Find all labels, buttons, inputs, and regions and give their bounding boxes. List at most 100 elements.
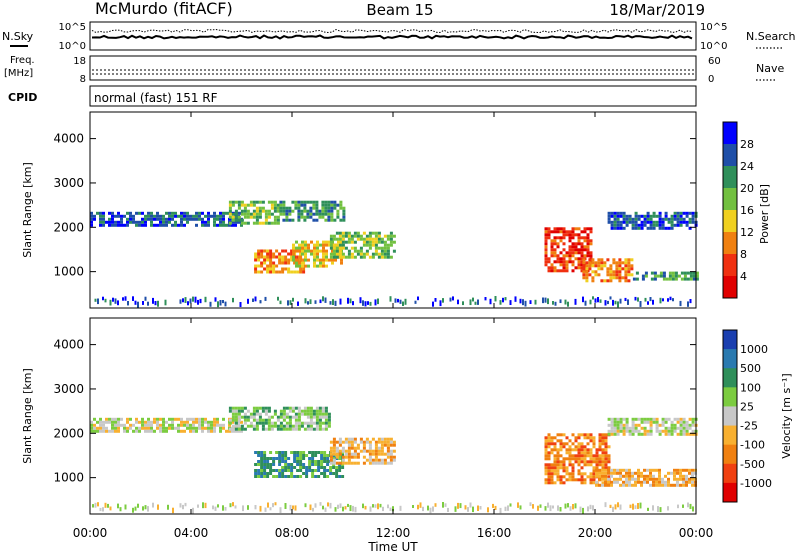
- heatmap-cell: [344, 231, 348, 235]
- heatmap-cell: [679, 477, 682, 481]
- heatmap-cell: [689, 277, 693, 281]
- heatmap-cell: [287, 457, 291, 460]
- heatmap-cell: [683, 271, 687, 275]
- heatmap-cell: [553, 442, 557, 446]
- heatmap-cell: [332, 249, 336, 253]
- heatmap-cell: [207, 426, 210, 430]
- heatmap-cell: [132, 423, 135, 427]
- cpid-program: normal (fast) 151 RF: [94, 91, 218, 105]
- heatmap-cell: [309, 415, 313, 419]
- heatmap-cell: [302, 463, 306, 466]
- heatmap-cell: [304, 246, 307, 250]
- heatmap-cell: [278, 469, 282, 472]
- heatmap-cell: [577, 454, 581, 458]
- heatmap-cell: [216, 420, 219, 424]
- heatmap-cell: [625, 429, 629, 433]
- heatmap-cell: [664, 426, 668, 430]
- heatmap-cell: [556, 472, 560, 476]
- heatmap-cell: [377, 449, 381, 453]
- heatmap-cell: [628, 477, 631, 481]
- heatmap-cell: [254, 469, 258, 472]
- heatmap-cell: [315, 203, 319, 207]
- heatmap-cell: [94, 502, 97, 508]
- heatmap-cell: [204, 502, 207, 509]
- power-colorbar-label: Power [dB]: [758, 184, 771, 244]
- heatmap-cell: [547, 472, 551, 476]
- heatmap-cell: [613, 214, 617, 218]
- heatmap-cell: [165, 426, 168, 430]
- heatmap-cell: [297, 406, 301, 410]
- heatmap-cell: [559, 448, 563, 452]
- heatmap-cell: [691, 211, 695, 215]
- heatmap-cell: [655, 483, 658, 487]
- colorbar-swatch: [723, 166, 737, 189]
- heatmap-cell: [243, 418, 247, 422]
- heatmap-cell: [625, 217, 629, 221]
- heatmap-cell: [616, 429, 620, 433]
- heatmap-cell: [397, 298, 399, 303]
- heatmap-cell: [562, 433, 566, 437]
- heatmap-cell: [242, 505, 244, 512]
- heatmap-cell: [604, 436, 608, 440]
- heatmap-cell: [298, 261, 301, 265]
- heatmap-cell: [679, 423, 683, 427]
- heatmap-cell: [547, 451, 551, 455]
- heatmap-cell: [322, 246, 325, 250]
- heatmap-cell: [619, 298, 622, 304]
- heatmap-cell: [201, 417, 204, 421]
- heatmap-cell: [189, 426, 192, 430]
- heatmap-cell: [686, 277, 690, 281]
- heatmap-cell: [547, 233, 551, 237]
- heatmap-cell: [237, 420, 240, 424]
- heatmap-cell: [111, 417, 114, 421]
- heatmap-cell: [356, 237, 360, 241]
- heatmap-cell: [374, 252, 378, 256]
- heatmap-cell: [311, 463, 315, 466]
- heatmap-cell: [222, 223, 225, 227]
- heatmap-cell: [389, 440, 393, 444]
- heatmap-cell: [329, 469, 333, 472]
- heatmap-cell: [550, 266, 554, 270]
- heatmap-cell: [117, 423, 120, 427]
- heatmap-cell: [171, 420, 174, 424]
- heatmap-cell: [695, 274, 699, 278]
- heatmap-cell: [231, 415, 235, 419]
- heatmap-cell: [604, 502, 607, 508]
- heatmap-cell: [189, 298, 192, 304]
- heatmap-cell: [327, 212, 331, 216]
- heatmap-cell: [320, 466, 324, 469]
- heatmap-cell: [323, 472, 327, 475]
- heatmap-cell: [568, 478, 572, 482]
- heatmap-cell: [186, 417, 189, 421]
- heatmap-cell: [129, 426, 132, 430]
- heatmap-cell: [544, 445, 548, 449]
- heatmap-cell: [625, 483, 628, 487]
- heatmap-cell: [353, 437, 357, 441]
- heatmap-cell: [270, 415, 274, 419]
- heatmap-cell: [90, 214, 93, 218]
- heatmap-cell: [312, 206, 316, 210]
- heatmap-cell: [432, 506, 434, 512]
- heatmap-cell: [284, 503, 287, 509]
- heatmap-cell: [192, 217, 195, 221]
- heatmap-cell: [688, 417, 692, 421]
- heatmap-cell: [544, 481, 548, 485]
- heatmap-cell: [288, 415, 292, 419]
- heatmap-cell: [329, 472, 333, 475]
- heatmap-cell: [234, 220, 237, 224]
- heatmap-cell: [682, 432, 686, 436]
- heatmap-cell: [658, 423, 662, 427]
- heatmap-cell: [335, 237, 339, 241]
- heatmap-cell: [619, 423, 623, 427]
- heatmap-cell: [326, 475, 330, 478]
- heatmap-cell: [124, 296, 127, 301]
- heatmap-cell: [562, 481, 566, 485]
- heatmap-cell: [580, 457, 584, 461]
- heatmap-cell: [389, 455, 393, 459]
- heatmap-cell: [313, 258, 316, 262]
- heatmap-cell: [592, 460, 596, 464]
- heatmap-cell: [585, 270, 589, 274]
- heatmap-cell: [679, 420, 683, 424]
- heatmap-cell: [586, 463, 590, 467]
- heatmap-cell: [610, 468, 613, 472]
